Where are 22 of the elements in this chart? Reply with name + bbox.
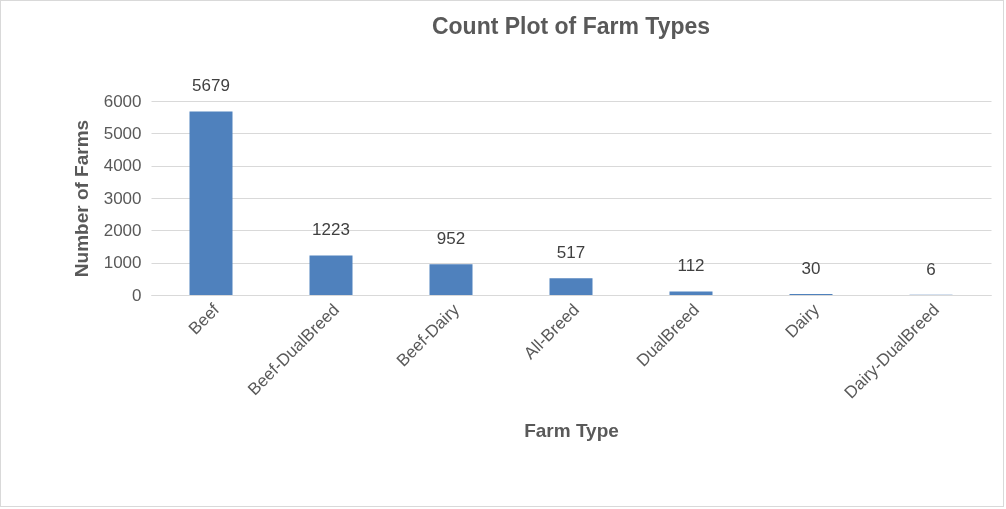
data-label: 517 bbox=[556, 243, 586, 263]
bar bbox=[309, 255, 353, 295]
y-tick-label: 3000 bbox=[103, 188, 142, 208]
y-axis-title: Number of Farms bbox=[70, 119, 92, 278]
bar bbox=[549, 278, 593, 295]
x-axis-title: Farm Type bbox=[524, 419, 619, 441]
y-tick-label: 4000 bbox=[103, 156, 142, 176]
bar bbox=[669, 291, 713, 295]
y-tick-label: 2000 bbox=[103, 220, 142, 240]
y-tick-label: 5000 bbox=[103, 123, 142, 143]
y-tick-label: 0 bbox=[132, 285, 142, 305]
data-label: 952 bbox=[436, 229, 466, 249]
chart-title: Count Plot of Farm Types bbox=[431, 13, 711, 40]
bar bbox=[429, 264, 473, 295]
y-tick-label: 6000 bbox=[103, 91, 142, 111]
y-tick-label: 1000 bbox=[103, 253, 142, 273]
data-label: 1223 bbox=[312, 220, 350, 240]
data-label: 30 bbox=[801, 259, 821, 279]
data-label: 6 bbox=[926, 259, 936, 279]
data-label: 112 bbox=[677, 256, 705, 276]
bar bbox=[189, 111, 233, 295]
data-label: 5679 bbox=[192, 76, 230, 96]
